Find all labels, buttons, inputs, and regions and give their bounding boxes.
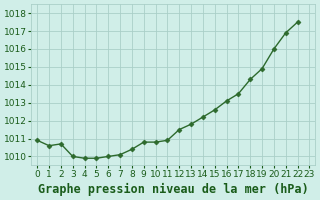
X-axis label: Graphe pression niveau de la mer (hPa): Graphe pression niveau de la mer (hPa) <box>38 183 309 196</box>
